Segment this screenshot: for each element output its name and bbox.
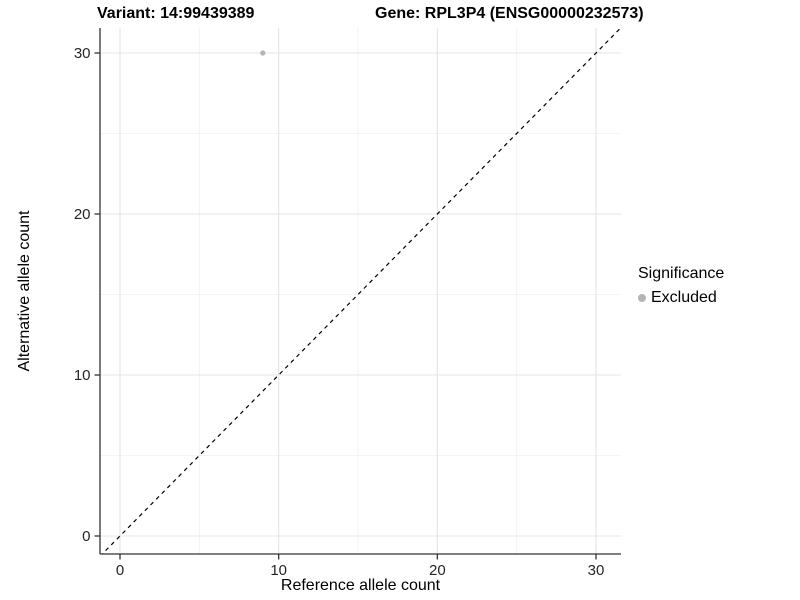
y-tick-label: 0 — [82, 528, 90, 545]
x-tick-label: 0 — [116, 562, 124, 579]
y-tick-label: 10 — [74, 367, 91, 384]
x-axis-title: Reference allele count — [280, 577, 441, 594]
x-tick-label: 20 — [429, 562, 446, 579]
x-tick-label: 30 — [588, 562, 605, 579]
legend-point-icon — [638, 294, 646, 302]
plot-title-gene: Gene: RPL3P4 (ENSG00000232573) — [375, 5, 644, 22]
data-point — [260, 50, 266, 56]
y-tick-label: 30 — [74, 45, 91, 62]
legend-title: Significance — [638, 265, 725, 282]
x-tick-label: 10 — [270, 562, 287, 579]
legend: Significance Excluded — [638, 265, 724, 307]
y-tick-label: 20 — [74, 206, 91, 223]
legend-item-label: Excluded — [651, 289, 717, 306]
y-axis-title: Alternative allele count — [16, 210, 33, 372]
plot-title-variant: Variant: 14:99439389 — [97, 5, 255, 22]
identity-line — [101, 28, 621, 554]
legend-item-excluded: Excluded — [638, 289, 724, 307]
